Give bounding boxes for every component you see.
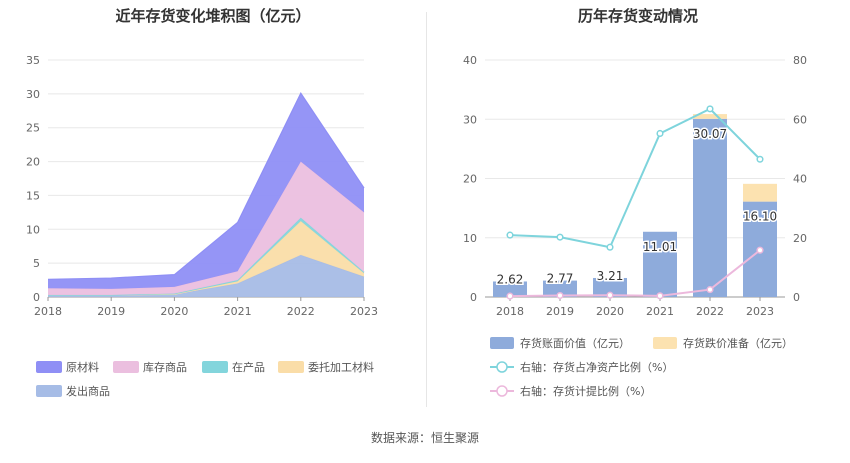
area-series-shipped (48, 255, 364, 297)
bar-x-tick-label: 2021 (646, 305, 674, 318)
line-point-line_ratio (656, 129, 664, 138)
line-point-line_provision (656, 292, 664, 300)
bar-book_bar (543, 280, 577, 297)
area-legend-swatch-stock (113, 361, 139, 373)
bar-book_bar (493, 281, 527, 297)
line-point-line_provision (706, 286, 714, 294)
area-x-tick-label: 2020 (160, 305, 188, 318)
bar-legend-label: 存货跌价准备（亿元） (683, 336, 793, 350)
bar-legend-swatch-book_bar (490, 337, 514, 349)
bar-x-tick-label: 2019 (546, 305, 574, 318)
bar-book_bar (693, 118, 727, 297)
bar-x-tick-label: 2023 (746, 305, 774, 318)
bar-x-tick-label: 2020 (596, 305, 624, 318)
bar-y-right-tick-label: 40 (793, 173, 807, 186)
area-legend-swatch-raw (36, 361, 62, 373)
area-y-tick-label: 0 (33, 291, 40, 304)
line-point-line_provision (606, 291, 614, 299)
line-legend-marker-line_ratio (496, 361, 508, 373)
bar-y-left-tick-label: 20 (463, 173, 477, 186)
source-label: 数据来源：恒生聚源 (371, 430, 479, 445)
area-x-tick-label: 2022 (287, 305, 315, 318)
area-x-tick-label: 2018 (34, 305, 62, 318)
bar-data-label: 16.10 (743, 210, 777, 224)
line-series-line_provision (509, 249, 761, 298)
bar-book_bar (593, 277, 627, 297)
line-point-line_ratio (756, 155, 764, 163)
line-point-line_provision (556, 291, 564, 300)
line-point-line_provision (756, 246, 764, 254)
bar-y-left-tick-label: 30 (463, 113, 477, 126)
line-legend-marker-line_provision (496, 385, 508, 397)
area-x-tick-label: 2023 (350, 305, 378, 318)
line-series-line_ratio (509, 107, 761, 249)
area-y-tick-label: 30 (26, 88, 40, 101)
bar-y-right-tick-label: 60 (793, 113, 807, 126)
area-legend-label: 库存商品 (143, 360, 187, 374)
bar-reserve_bar (693, 114, 727, 119)
bar-legend-swatch-reserve_bar (653, 337, 677, 349)
area-legend-swatch-consigned (278, 361, 304, 373)
area-x-tick-label: 2019 (97, 305, 125, 318)
bar-legend-label: 右轴：存货计提比例（%） (520, 384, 651, 398)
bar-data-label: 30.07 (693, 127, 727, 141)
bar-y-right-tick-label: 20 (793, 232, 807, 245)
area-series-stock (48, 161, 364, 295)
area-y-tick-label: 15 (26, 189, 40, 202)
bar-book_bar (643, 231, 677, 297)
area-legend-swatch-wip (202, 361, 228, 373)
area-legend-swatch-shipped (36, 385, 62, 397)
bar-legend-label: 右轴：存货占净资产比例（%） (520, 360, 673, 374)
line-point-line_ratio (506, 231, 514, 239)
area-legend-label: 委托加工材料 (308, 360, 374, 374)
area-x-tick-label: 2021 (224, 305, 252, 318)
bar-y-left-tick-label: 10 (463, 232, 477, 245)
area-legend-label: 在产品 (232, 360, 265, 374)
area-series-consigned (48, 221, 364, 295)
area-y-tick-label: 35 (26, 54, 40, 67)
area-series-line-raw (47, 91, 365, 280)
bar-y-left-tick-label: 0 (470, 291, 477, 304)
bar-reserve_bar (743, 183, 777, 202)
line-point-line_ratio (606, 243, 614, 251)
bar-data-label: 2.77 (547, 272, 574, 286)
bar-y-left-tick-label: 40 (463, 54, 477, 67)
area-y-tick-label: 20 (26, 156, 40, 169)
area-legend-label: 发出商品 (66, 384, 110, 398)
bar-x-tick-label: 2018 (496, 305, 524, 318)
line-point-line_ratio (706, 105, 714, 113)
area-series-raw (48, 93, 364, 289)
bar-data-label: 3.21 (597, 269, 624, 283)
bar-legend-label: 存货账面价值（亿元） (520, 336, 630, 350)
bar-x-tick-label: 2022 (696, 305, 724, 318)
bar-data-label: 11.01 (643, 240, 677, 254)
area-y-tick-label: 5 (33, 257, 40, 270)
area-y-tick-label: 25 (26, 122, 40, 135)
bar-y-right-tick-label: 80 (793, 54, 807, 67)
bar-y-right-tick-label: 0 (793, 291, 800, 304)
bar-data-label: 2.62 (497, 272, 524, 286)
bar-chart-title: 历年存货变动情况 (578, 7, 698, 25)
panel-divider (426, 12, 427, 407)
line-point-line_provision (506, 292, 514, 300)
area-legend-label: 原材料 (66, 360, 99, 374)
line-point-line_ratio (556, 233, 564, 241)
area-chart-title: 近年存货变化堆积图（亿元） (115, 7, 310, 25)
area-y-tick-label: 10 (26, 223, 40, 236)
